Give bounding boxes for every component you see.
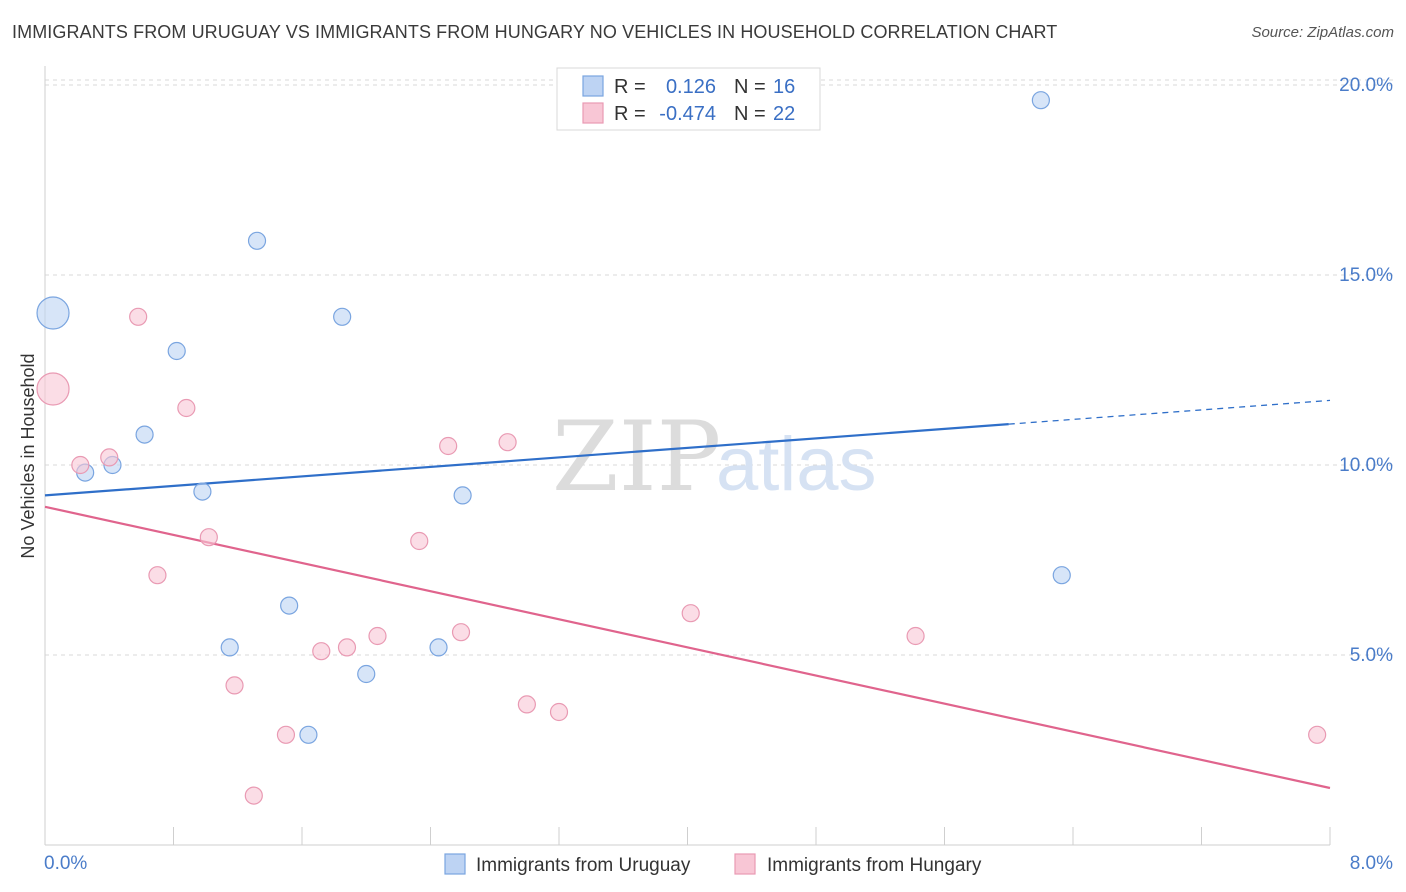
trend-line-extension-0 bbox=[1008, 399, 1331, 425]
point-hungary-3 bbox=[129, 307, 148, 326]
series-legend: Immigrants from Uruguay Immigrants from … bbox=[444, 853, 982, 876]
chart-source: Source: ZipAtlas.com bbox=[1251, 24, 1394, 41]
point-hungary-14 bbox=[439, 436, 458, 456]
point-hungary-9 bbox=[276, 725, 296, 744]
point-hungary-19 bbox=[681, 604, 700, 623]
grid-lines bbox=[45, 79, 1394, 656]
stats-n-label-hungary: N = bbox=[734, 103, 766, 125]
stats-n-label-uruguay: N = bbox=[734, 76, 766, 98]
point-hungary-11 bbox=[337, 638, 357, 657]
point-hungary-4 bbox=[148, 566, 167, 585]
stats-r-label-uruguay: R = bbox=[614, 76, 646, 98]
point-hungary-7 bbox=[225, 676, 244, 695]
point-hungary-1 bbox=[71, 455, 90, 475]
point-hungary-17 bbox=[517, 695, 536, 714]
y-tick-label-1: 10.0% bbox=[1339, 455, 1393, 476]
point-hungary-20 bbox=[906, 626, 925, 646]
point-hungary-0 bbox=[36, 372, 70, 406]
chart-title: IMMIGRANTS FROM URUGUAY VS IMMIGRANTS FR… bbox=[12, 22, 1058, 42]
x-tick-labels: 0.0% 8.0% bbox=[44, 853, 1393, 874]
point-hungary-13 bbox=[410, 531, 429, 551]
y-tick-label-2: 15.0% bbox=[1339, 265, 1393, 286]
trend-line-1 bbox=[44, 505, 1331, 790]
axes bbox=[44, 66, 1331, 846]
point-hungary-2 bbox=[100, 448, 119, 467]
point-uruguay-10 bbox=[333, 307, 352, 326]
point-hungary-12 bbox=[368, 626, 387, 646]
legend-swatch-uruguay bbox=[444, 853, 466, 875]
point-hungary-8 bbox=[244, 786, 263, 805]
stats-swatch-hungary bbox=[582, 102, 604, 124]
stats-r-value-hungary: -0.474 bbox=[659, 103, 716, 125]
point-uruguay-4 bbox=[167, 341, 186, 361]
point-uruguay-15 bbox=[1052, 566, 1071, 585]
stats-swatch-uruguay bbox=[582, 75, 604, 97]
point-uruguay-8 bbox=[280, 596, 299, 615]
stats-n-value-hungary: 22 bbox=[773, 103, 795, 125]
point-uruguay-9 bbox=[299, 725, 318, 744]
point-uruguay-3 bbox=[135, 425, 154, 444]
x-tick-label-1: 8.0% bbox=[1350, 853, 1393, 874]
point-hungary-6 bbox=[199, 528, 218, 547]
y-tick-label-3: 20.0% bbox=[1339, 75, 1393, 96]
point-uruguay-13 bbox=[453, 486, 472, 505]
data-points bbox=[36, 91, 1327, 805]
legend-label-hungary: Immigrants from Hungary bbox=[767, 855, 982, 876]
legend-label-uruguay: Immigrants from Uruguay bbox=[476, 855, 691, 876]
watermark: ZIP atlas bbox=[552, 401, 877, 513]
y-axis-label: No Vehicles in Household bbox=[18, 353, 38, 558]
x-tick-label-0: 0.0% bbox=[44, 853, 87, 874]
stats-r-value-uruguay: 0.126 bbox=[666, 76, 716, 98]
point-uruguay-6 bbox=[220, 638, 239, 657]
y-tick-label-0: 5.0% bbox=[1350, 645, 1393, 666]
point-hungary-10 bbox=[312, 642, 331, 661]
watermark-zip: ZIP bbox=[552, 401, 721, 513]
point-hungary-21 bbox=[1308, 725, 1327, 744]
stats-r-label-hungary: R = bbox=[614, 103, 646, 125]
point-hungary-15 bbox=[451, 623, 471, 642]
point-uruguay-12 bbox=[429, 638, 448, 657]
legend-swatch-hungary bbox=[734, 853, 756, 875]
point-uruguay-0 bbox=[36, 296, 70, 330]
point-hungary-18 bbox=[549, 702, 569, 722]
point-hungary-5 bbox=[177, 398, 196, 418]
point-uruguay-14 bbox=[1031, 91, 1050, 110]
stats-n-value-uruguay: 16 bbox=[773, 76, 795, 98]
point-uruguay-7 bbox=[247, 231, 267, 250]
point-uruguay-5 bbox=[193, 482, 212, 501]
point-uruguay-11 bbox=[357, 664, 376, 684]
y-tick-labels: 5.0% 10.0% 15.0% 20.0% bbox=[1339, 75, 1393, 666]
point-hungary-16 bbox=[498, 433, 517, 452]
stats-legend: R = 0.126 N = 16 R = -0.474 N = 22 bbox=[556, 67, 821, 131]
